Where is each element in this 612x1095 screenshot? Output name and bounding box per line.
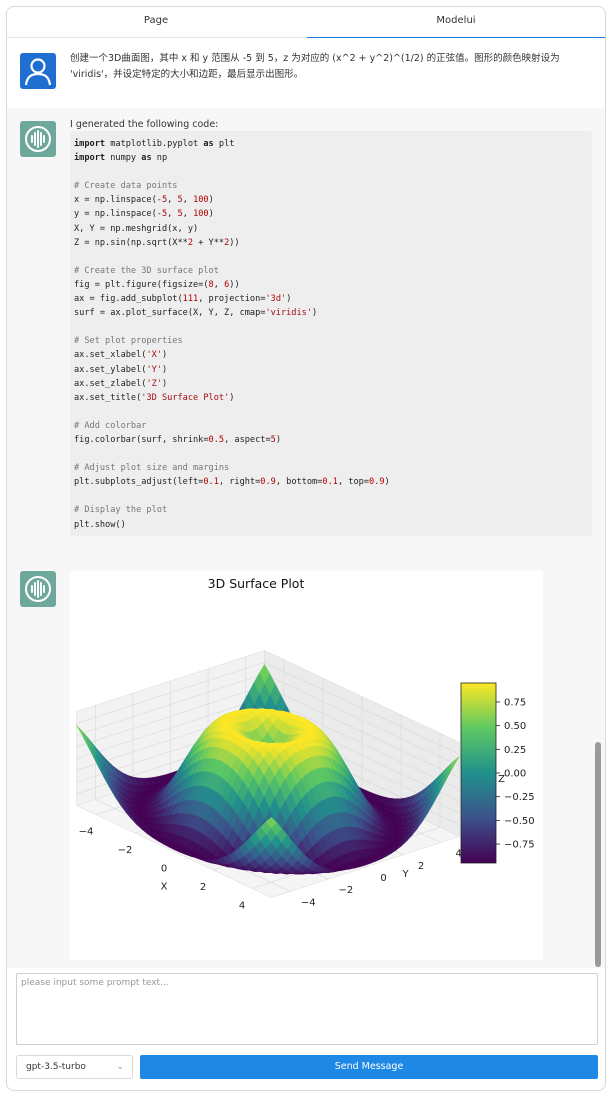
surface-plot-image: −4 −4 −2 −2 0 0 2 2 4 4 0.75 0.50 0.25 0.00 −0.25 −0.50… (70, 571, 543, 960)
chat-scrollbar[interactable] (595, 742, 601, 967)
chat-history[interactable]: 创建一个3D曲面图，其中 x 和 y 范围从 -5 到 5，z 为对应的 (x^… (7, 38, 605, 968)
code-line: # Display the plot (74, 505, 168, 516)
code-line: # Adjust plot size and margins (74, 463, 230, 474)
bot-avatar-icon (20, 121, 56, 157)
colorbar-tick-label: 0.25 (504, 745, 526, 756)
bot-message-code: I generated the following code: import m… (7, 108, 605, 561)
model-select[interactable]: gpt-3.5-turbo ⌄ (16, 1055, 133, 1079)
code-line (74, 489, 588, 503)
x-tick-label: 2 (200, 882, 206, 893)
code-line: ax.set_xlabel('X') (74, 350, 168, 361)
prompt-input[interactable] (16, 973, 598, 1045)
grid-line (76, 661, 460, 755)
y-tick-label: −4 (301, 897, 316, 908)
send-message-button[interactable]: Send Message (140, 1055, 598, 1079)
x-tick-label: −2 (118, 845, 133, 856)
code-line: surf = ax.plot_surface(X, Y, Z, cmap='vi… (74, 308, 318, 319)
app-window: Page Modelui 创建一个3D曲面图，其中 x 和 y 范围从 -5 到… (6, 6, 606, 1091)
y-tick-label: 2 (418, 861, 424, 872)
code-line: fig = plt.figure(figsize=(8, 6)) (74, 279, 240, 290)
code-line (74, 320, 588, 334)
y-tick-label: 4 (456, 849, 462, 860)
code-line (74, 165, 588, 179)
plot-surface (76, 663, 460, 875)
code-line: y = np.linspace(-5, 5, 100) (74, 209, 214, 220)
z-axis-label: Z (498, 774, 505, 785)
colorbar-tick-label: −0.25 (504, 792, 535, 803)
x-tick-label: 0 (161, 864, 167, 875)
code-line: X, Y = np.meshgrid(x, y) (74, 223, 199, 234)
code-line (74, 250, 588, 264)
y-tick-label: 0 (380, 873, 386, 884)
user-avatar-icon (20, 53, 56, 89)
y-tick-label: −2 (339, 885, 354, 896)
code-line: # Create data points (74, 181, 178, 192)
code-line: plt.subplots_adjust(left=0.1, right=0.9,… (74, 477, 390, 488)
code-block[interactable]: import matplotlib.pyplot as plt import nu… (70, 131, 592, 536)
colorbar-tick-label: −0.75 (504, 840, 535, 851)
plot-title: 3D Surface Plot (208, 576, 305, 591)
code-line: import numpy as np (74, 153, 168, 164)
code-line: plt.show() (74, 519, 126, 530)
model-select-value: gpt-3.5-turbo (26, 1062, 86, 1072)
colorbar-tick-label: 0.00 (504, 769, 526, 780)
x-axis-label: X (161, 882, 168, 893)
chevron-down-icon: ⌄ (116, 1062, 124, 1072)
tab-page[interactable]: Page (143, 15, 169, 26)
bot-intro-text: I generated the following code: (70, 119, 219, 130)
code-line: fig.colorbar(surf, shrink=0.5, aspect=5) (74, 434, 282, 445)
x-tick-label: 4 (239, 900, 245, 911)
code-line: x = np.linspace(-5, 5, 100) (74, 195, 214, 206)
code-line: # Set plot properties (74, 336, 183, 347)
code-line: ax = fig.add_subplot(111, projection='3d… (74, 294, 292, 305)
code-line: import matplotlib.pyplot as plt (74, 139, 235, 149)
code-line (74, 405, 588, 419)
surface-facet (265, 816, 277, 829)
y-axis-label: Y (401, 869, 409, 880)
bot-message-plot: −4 −4 −2 −2 0 0 2 2 4 4 0.75 0.50 0.25 0.00 −0.25 −0.50… (7, 561, 605, 968)
x-tick-label: −4 (79, 827, 94, 838)
colorbar-tick-label: 0.75 (504, 697, 526, 708)
code-line: ax.set_zlabel('Z') (74, 378, 168, 389)
tab-modelui[interactable]: Modelui (307, 7, 605, 39)
code-line: # Add colorbar (74, 420, 147, 431)
code-line (74, 447, 588, 461)
code-line: ax.set_title('3D Surface Plot') (74, 392, 235, 403)
colorbar-tick-label: 0.50 (504, 721, 526, 732)
user-message-text: 创建一个3D曲面图，其中 x 和 y 范围从 -5 到 5，z 为对应的 (x^… (70, 53, 560, 80)
surface-plot-svg: −4 −4 −2 −2 0 0 2 2 4 4 0.75 0.50 0.25 0.00 −0.25 −0.50… (75, 576, 535, 911)
code-line: # Create the 3D surface plot (74, 265, 219, 276)
colorbar-tick-label: −0.50 (504, 816, 535, 827)
bot-avatar-icon (20, 571, 56, 607)
code-line: ax.set_ylabel('Y') (74, 364, 168, 375)
colorbar (460, 682, 497, 864)
user-message: 创建一个3D曲面图，其中 x 和 y 范围从 -5 到 5，z 为对应的 (x^… (7, 38, 605, 108)
code-line: Z = np.sin(np.sqrt(X**2 + Y**2)) (74, 237, 240, 248)
tab-bar: Page Modelui (7, 7, 605, 39)
